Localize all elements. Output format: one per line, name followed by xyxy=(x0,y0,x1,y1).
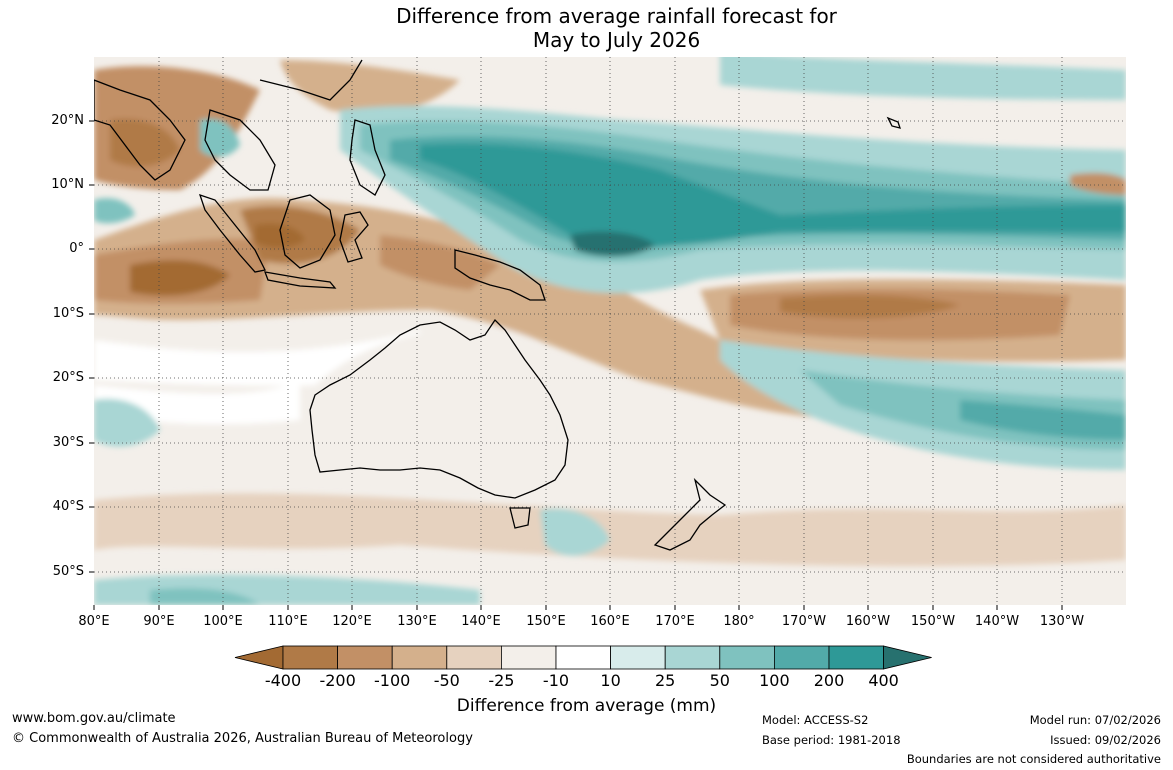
colorbar-segment xyxy=(610,645,666,670)
colorbar-tick-label: 50 xyxy=(709,671,730,690)
model-text: Model: ACCESS-S2 xyxy=(762,713,869,727)
lat-label: 50°S xyxy=(52,564,84,579)
hawaii xyxy=(886,116,901,129)
lon-label: 150°E xyxy=(526,614,566,629)
colorbar-tick-label: -400 xyxy=(264,671,302,690)
lon-label: 160°E xyxy=(590,614,630,629)
sulawesi-coast xyxy=(339,211,369,263)
lat-label: 20°N xyxy=(51,113,84,128)
australia-coast xyxy=(309,318,569,499)
lon-label: 180° xyxy=(723,614,755,629)
lon-label: 160°W xyxy=(845,614,891,629)
lon-label: 80°E xyxy=(78,614,110,629)
coastlines xyxy=(94,59,901,551)
disclaimer-text: Boundaries are not considered authoritat… xyxy=(906,752,1161,766)
lon-label: 130°W xyxy=(1039,614,1085,629)
colorbar-segment xyxy=(500,645,557,670)
colorbar-title: Difference from average (mm) xyxy=(456,696,717,716)
issued-text: Issued: 09/02/2026 xyxy=(1050,733,1161,747)
colorbar-segment xyxy=(282,645,338,670)
lon-label: 110°E xyxy=(268,614,308,629)
colorbar-segment xyxy=(828,645,884,670)
lon-label: 130°E xyxy=(397,614,437,629)
title-line-1: Difference from average rainfall forecas… xyxy=(396,4,837,28)
colorbar-tick-label: 400 xyxy=(868,671,899,690)
lon-label: 150°W xyxy=(910,614,956,629)
new-zealand-coast xyxy=(653,477,727,551)
lat-label: 30°S xyxy=(52,435,84,450)
lon-label: 90°E xyxy=(143,614,175,629)
lat-label: 10°N xyxy=(51,177,84,192)
colorbar-tick-label: -50 xyxy=(433,671,460,690)
lon-label: 140°W xyxy=(974,614,1020,629)
website-text: www.bom.gov.au/climate xyxy=(12,711,176,726)
lon-label: 140°E xyxy=(461,614,501,629)
colorbar-segment xyxy=(555,645,611,670)
colorbar-tick-label: -200 xyxy=(319,671,356,690)
colorbar-segment xyxy=(719,645,775,670)
colorbar-segment xyxy=(774,645,830,670)
base-period-text: Base period: 1981-2018 xyxy=(762,733,901,747)
colorbar-extend-high xyxy=(883,645,932,670)
lon-label: 100°E xyxy=(203,614,243,629)
title-line-2: May to July 2026 xyxy=(532,28,701,52)
colorbar-segment xyxy=(446,645,502,670)
axis-ticks xyxy=(89,120,1063,610)
lat-label: 40°S xyxy=(52,499,84,514)
colorbar-segment xyxy=(391,645,448,670)
colorbar-tick-label: 10 xyxy=(600,671,621,690)
lat-label: 0° xyxy=(69,241,84,256)
colorbar-tick-label: 100 xyxy=(759,671,790,690)
colorbar-segments xyxy=(234,645,932,670)
lon-label: 170°W xyxy=(781,614,827,629)
colorbar-tick-label: -10 xyxy=(542,671,570,690)
colorbar-tick-label: 200 xyxy=(813,671,845,690)
graticule xyxy=(94,57,1126,605)
model-run-text: Model run: 07/02/2026 xyxy=(1029,713,1161,727)
colorbar-segment xyxy=(664,645,721,670)
borneo-coast xyxy=(279,194,336,269)
philippines-coast xyxy=(349,119,386,196)
lon-label: 120°E xyxy=(332,614,372,629)
lon-label: 170°E xyxy=(655,614,695,629)
lat-label: 10°S xyxy=(52,306,84,321)
indochina-coast xyxy=(204,109,276,191)
copyright-text: © Commonwealth of Australia 2026, Austra… xyxy=(12,731,473,746)
china-coast xyxy=(259,59,363,101)
java-coast xyxy=(263,271,337,289)
colorbar-segment xyxy=(337,645,393,670)
chart-title: Difference from average rainfall forecas… xyxy=(0,4,1173,52)
colorbar-tick-label: 25 xyxy=(655,671,676,690)
lat-label: 20°S xyxy=(52,370,84,385)
colorbar-tick-label: -100 xyxy=(374,671,411,690)
new-guinea-coast xyxy=(454,249,546,301)
tasmania-coast xyxy=(509,507,531,529)
india-coast xyxy=(94,79,186,181)
sumatra-coast xyxy=(198,193,266,273)
anomaly-field xyxy=(94,57,1126,605)
colorbar-tick-label: -25 xyxy=(488,671,515,690)
colorbar-extend-low xyxy=(234,645,284,670)
